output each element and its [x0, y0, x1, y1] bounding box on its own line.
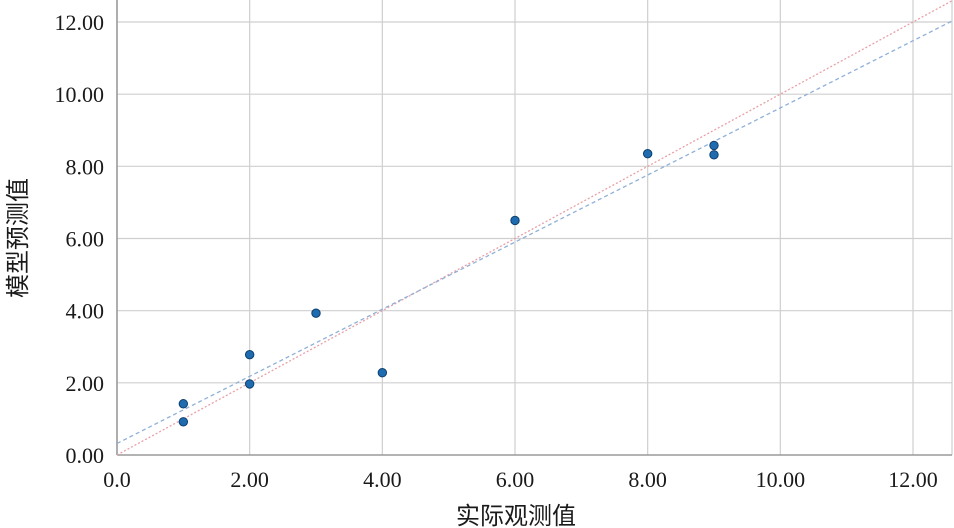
- axes: [116, 0, 952, 456]
- x-tick-label: 0.0: [103, 467, 131, 492]
- x-tick-label: 2.00: [230, 467, 269, 492]
- x-tick-label: 6.00: [496, 467, 535, 492]
- y-tick-label: 0.00: [66, 443, 105, 468]
- y-tick-label: 2.00: [66, 371, 105, 396]
- x-tick-label: 10.00: [756, 467, 806, 492]
- y-tick-label: 4.00: [66, 299, 105, 324]
- x-axis-title: 实际观测值: [456, 502, 576, 528]
- x-tick-label: 8.00: [628, 467, 667, 492]
- data-point: [377, 368, 388, 378]
- data-point: [709, 150, 719, 160]
- y-axis-title: 模型预测值: [4, 178, 32, 298]
- fit-line: [116, 20, 954, 445]
- data-point: [178, 399, 189, 409]
- y-tick-label: 8.00: [66, 154, 105, 179]
- identity-line: [116, 0, 954, 456]
- y-tick-label: 12.00: [55, 10, 105, 35]
- data-point: [510, 215, 520, 226]
- data-point: [244, 349, 255, 360]
- y-tick-label: 10.00: [55, 82, 105, 107]
- x-tick-label: 12.00: [888, 467, 938, 492]
- data-point: [244, 379, 255, 389]
- data-point: [311, 308, 321, 318]
- grid: [117, 0, 953, 455]
- data-point: [709, 140, 719, 151]
- y-tick-labels: 0.00 2.00 4.00 6.00 8.00 10.00 12.00: [55, 10, 105, 468]
- data-point: [178, 417, 189, 427]
- data-point: [642, 149, 653, 159]
- y-tick-label: 6.00: [66, 227, 105, 252]
- x-tick-labels: 0.0 2.00 4.00 6.00 8.00 10.00 12.00: [103, 467, 938, 492]
- data-points: [178, 140, 719, 427]
- x-tick-label: 4.00: [363, 467, 402, 492]
- reference-lines: [116, 0, 954, 456]
